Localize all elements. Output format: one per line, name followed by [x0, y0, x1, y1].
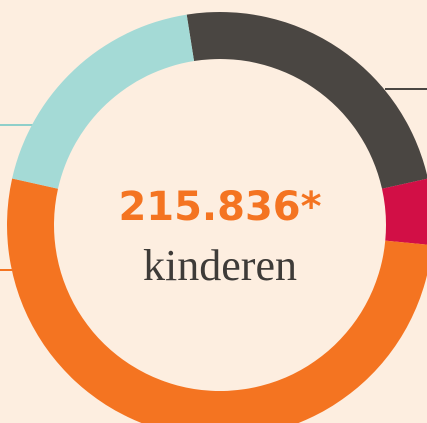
slice: [382, 178, 427, 245]
slice: [7, 178, 427, 423]
center-label: kinderen: [143, 241, 297, 290]
slice: [12, 14, 195, 189]
slice: [186, 12, 427, 189]
slices: [7, 12, 427, 423]
center-value: 215.836*: [118, 184, 321, 230]
